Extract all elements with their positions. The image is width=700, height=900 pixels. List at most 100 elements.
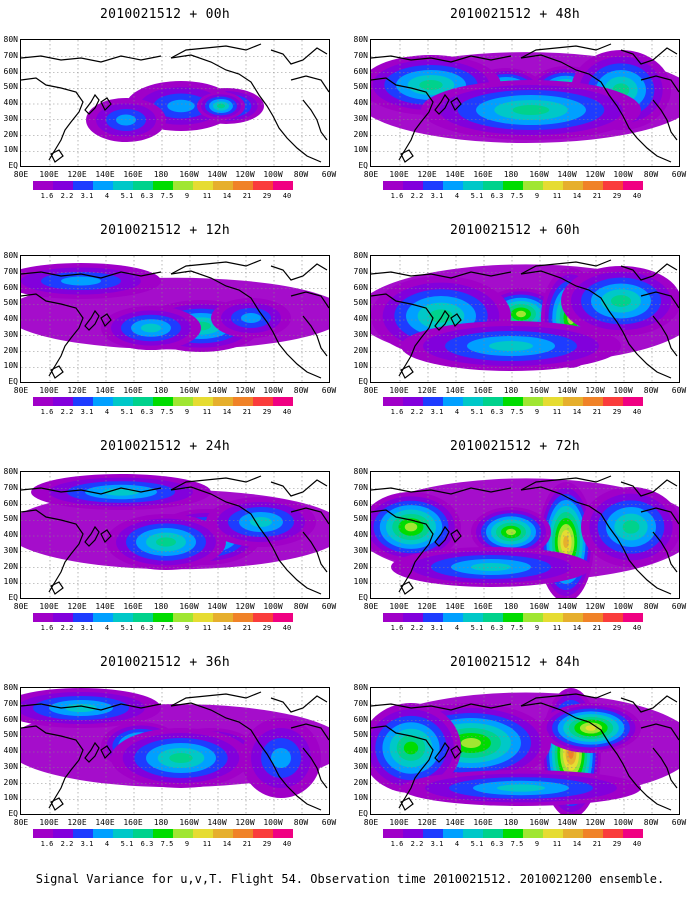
lat-tick-label: 30N [353,545,368,555]
colorbar-level-label: 7.5 [510,840,524,848]
colorbar-level-label: 11 [552,840,562,848]
lon-tick-label: 180 [153,602,169,611]
colorbar-swatch [603,397,623,406]
colorbar-swatch [563,397,583,406]
colorbar-level-label: 3.1 [430,192,444,200]
lat-tick-label: 10N [353,145,368,155]
colorbar-level-label: 4 [454,192,460,200]
lon-tick-label: 100E [39,602,59,611]
coastline [21,475,329,595]
colorbar-swatch [73,613,93,622]
lon-tick-label: 80E [13,386,29,395]
lon-tick-label: 140E [95,170,115,179]
lon-tick-label: 100E [39,170,59,179]
colorbar-swatch [153,613,173,622]
lat-tick-label: 20N [353,345,368,355]
colorbar-level-label: 2.2 [410,624,424,632]
colorbar-swatch [193,613,213,622]
colorbar-level-label: 6.3 [490,192,504,200]
colorbar-swatch [603,181,623,190]
colorbar-swatch [93,397,113,406]
colorbar-swatch [623,181,643,190]
colorbar-swatch [73,181,93,190]
map-area [20,687,330,815]
lat-tick-label: 80N [353,35,368,44]
colorbar-level-label: 14 [572,192,582,200]
lon-tick-label: 180 [153,386,169,395]
colorbar-level-label: 2.2 [60,840,74,848]
colorbar-swatch [113,397,133,406]
colorbar-swatch [503,613,523,622]
colorbar-swatch [583,181,603,190]
colorbar-swatch [383,397,403,406]
lon-tick-label: 100E [389,170,409,179]
colorbar-level-label: 1.6 [40,840,54,848]
colorbar-swatch [133,829,153,838]
map-panel: 2010021512 + 24h 80N 70N 60N 50N 40N 30N 20N 10N… [0,432,337,642]
colorbar-level-label: 29 [262,840,272,848]
lat-tick-label: 40N [353,314,368,323]
colorbar-level-label: 3.1 [80,624,94,632]
graticule [371,256,679,382]
lon-tick-label: 160W [529,386,549,395]
colorbar-swatch [503,397,523,406]
lon-tick-label: 120W [585,386,605,395]
colorbar-level-label: 6.3 [140,192,154,200]
colorbar-swatch [383,613,403,622]
graticule [21,472,329,598]
lon-tick-label: 140E [445,170,465,179]
panel-title: 2010021512 + 60h [449,223,581,238]
colorbar-level-label: 6.3 [140,624,154,632]
colorbar-level-label: 2.2 [410,840,424,848]
lat-tick-label: 70N [353,50,368,60]
lon-tick-label: 60W [671,818,687,827]
colorbar-level-label: 7.5 [510,192,524,200]
colorbar-swatch [273,181,293,190]
lat-tick-label: 20N [3,129,18,139]
lon-tick-label: 100W [613,818,633,827]
colorbar-swatch [153,397,173,406]
colorbar-swatch [463,397,483,406]
lat-tick-label: 20N [3,345,18,355]
lon-tick-label: 140E [95,818,115,827]
colorbar-swatch [383,829,403,838]
colorbar-level-label: 9 [184,408,190,416]
graticule [371,688,679,814]
lon-tick-label: 180 [153,170,169,179]
lon-tick-label: 60W [671,602,687,611]
colorbar-swatch [113,829,133,838]
map-panel: 2010021512 + 48h 80N 70N 60N 50N 40N 30N 20N 10N… [350,0,687,210]
lat-tick-label: 80N [353,683,368,692]
colorbar-swatch [583,829,603,838]
lat-tick-label: 20N [353,561,368,571]
lon-tick-label: 120W [585,818,605,827]
lon-tick-label: 180 [503,170,519,179]
colorbar-swatch [253,181,273,190]
colorbar-swatch [563,829,583,838]
colorbar-level-label: 4 [454,840,460,848]
coastline [21,259,329,379]
lon-tick-label: 100E [39,386,59,395]
colorbar-swatch [523,181,543,190]
colorbar-swatch [403,613,423,622]
colorbar-level-label: 2.2 [60,192,74,200]
lon-tick-label: 100W [613,602,633,611]
colorbar-level-label: 3.1 [430,408,444,416]
colorbar-swatch [383,181,403,190]
colorbar-level-label: 7.5 [510,408,524,416]
lat-tick-label: 30N [3,545,18,555]
lon-tick-label: 160E [123,818,143,827]
colorbar-level-label: 40 [632,624,642,632]
lat-tick-label: 60N [353,498,368,508]
lat-tick-label: 60N [3,66,18,76]
colorbar-swatch [483,181,503,190]
lat-tick-label: EQ [8,593,18,602]
colorbar-swatch [173,613,193,622]
lon-tick-label: 180 [153,818,169,827]
colorbar-swatch [423,397,443,406]
colorbar-swatch [213,181,233,190]
colorbar-level-label: 40 [282,624,292,632]
colorbar-swatch [253,613,273,622]
lat-tick-label: 60N [353,282,368,292]
